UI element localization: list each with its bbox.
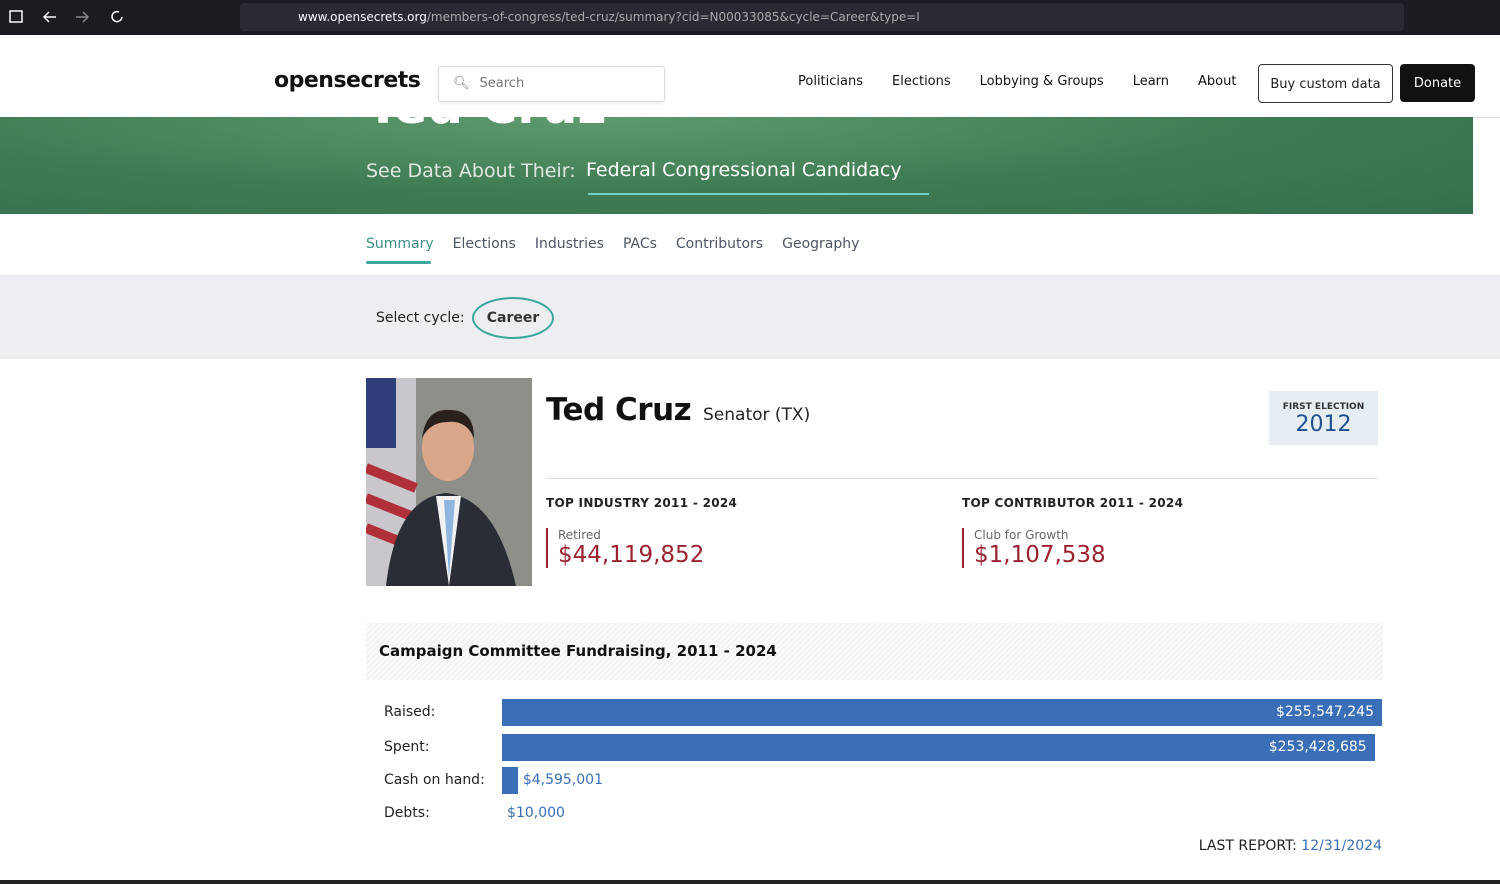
politician-name: Ted Cruz	[546, 392, 692, 428]
search-placeholder: Search	[479, 76, 525, 91]
industry-amount: $44,119,852	[558, 542, 705, 568]
tab[interactable]: Elections	[452, 236, 516, 252]
value-label: $10,000	[507, 805, 565, 821]
row-label: Debts:	[384, 805, 430, 821]
cycle-label: Select cycle:	[376, 310, 465, 326]
logo[interactable]: opensecrets	[274, 68, 421, 93]
first-election-year: 2012	[1295, 412, 1352, 437]
row-label: Spent:	[384, 739, 430, 755]
nav-link[interactable]: Elections	[892, 74, 951, 89]
buy-button[interactable]: Buy custom data	[1258, 64, 1393, 103]
browser-toolbar: www.opensecrets.org/members-of-congress/…	[0, 0, 1500, 35]
portrait	[366, 378, 532, 586]
url-bar[interactable]: www.opensecrets.org/members-of-congress/…	[240, 3, 1404, 31]
section-heading: TOP CONTRIBUTOR 2011 - 2024	[962, 496, 1184, 510]
nav-link[interactable]: Lobbying & Groups	[979, 74, 1104, 89]
url-path: /members-of-congress/ted-cruz/summary?ci…	[426, 10, 920, 24]
search-box[interactable]: 🔍︎ Search	[438, 66, 665, 102]
nav-link[interactable]: Politicians	[798, 74, 863, 89]
fundraising-header: Campaign Committee Fundraising, 2011 - 2…	[366, 623, 1383, 680]
row-label: Cash on hand:	[384, 772, 485, 788]
selector-underline	[588, 193, 929, 195]
tab[interactable]: PACs	[622, 236, 657, 252]
contributor-amount: $1,107,538	[974, 542, 1106, 568]
top-industry: TOP INDUSTRY 2011 - 2024 Retired $44,119…	[546, 496, 737, 568]
cycle-select[interactable]: Career	[472, 297, 554, 339]
value-label: $255,547,245	[1276, 704, 1374, 720]
fundraising-title: Campaign Committee Fundraising, 2011 - 2…	[379, 642, 777, 660]
value-label: $253,428,685	[1268, 739, 1367, 755]
cycle-bar: Select cycle: Career	[0, 275, 1500, 359]
divider	[546, 478, 1378, 479]
contributor-name: Club for Growth	[974, 528, 1069, 542]
nav-link[interactable]: Learn	[1132, 74, 1170, 89]
bar	[502, 734, 1375, 761]
tab[interactable]: Summary	[366, 236, 434, 252]
value-label: $4,595,001	[522, 772, 603, 788]
browser-buttons[interactable]	[8, 8, 128, 28]
top-industry-box: Retired $44,119,852	[546, 528, 737, 568]
see-data-label: See Data About Their:	[366, 160, 576, 182]
row-label: Raised:	[384, 704, 436, 720]
banner: Ted Cruz See Data About Their: Federal C…	[0, 117, 1473, 214]
last-report: LAST REPORT: 12/31/2024	[1199, 838, 1382, 854]
donate-button[interactable]: Donate	[1400, 64, 1475, 102]
nav-links: Politicians Elections Lobbying & Groups Lea…	[798, 74, 1236, 89]
bar	[502, 767, 518, 794]
first-election: FIRST ELECTION 2012	[1269, 391, 1378, 445]
tab[interactable]: Contributors	[675, 236, 764, 252]
last-report-label: LAST REPORT:	[1198, 838, 1297, 854]
bottom-edge	[0, 880, 1500, 884]
last-report-date[interactable]: 12/31/2024	[1301, 838, 1382, 854]
industry-name: Retired	[558, 528, 601, 542]
tab-underline	[366, 261, 431, 264]
url-host: www.opensecrets.org	[298, 10, 427, 24]
tabs: Summary Elections Industries PACs Contributo…	[366, 236, 859, 252]
first-election-label: FIRST ELECTION	[1282, 402, 1365, 412]
banner-name: Ted Cruz	[366, 117, 607, 135]
top-contributor: TOP CONTRIBUTOR 2011 - 2024 Club for Gro…	[962, 496, 1183, 568]
bar	[502, 699, 1382, 726]
nav-link[interactable]: About	[1198, 74, 1237, 89]
top-contributor-box: Club for Growth $1,107,538	[962, 528, 1183, 568]
site-header: opensecrets 🔍︎ Search Politicians Election…	[0, 35, 1500, 118]
tab[interactable]: Industries	[534, 236, 604, 252]
data-selector[interactable]: Federal Congressional Candidacy	[586, 159, 902, 181]
tab[interactable]: Geography	[782, 236, 860, 252]
politician-office: Senator (TX)	[703, 405, 811, 425]
section-heading: TOP INDUSTRY 2011 - 2024	[546, 496, 738, 510]
